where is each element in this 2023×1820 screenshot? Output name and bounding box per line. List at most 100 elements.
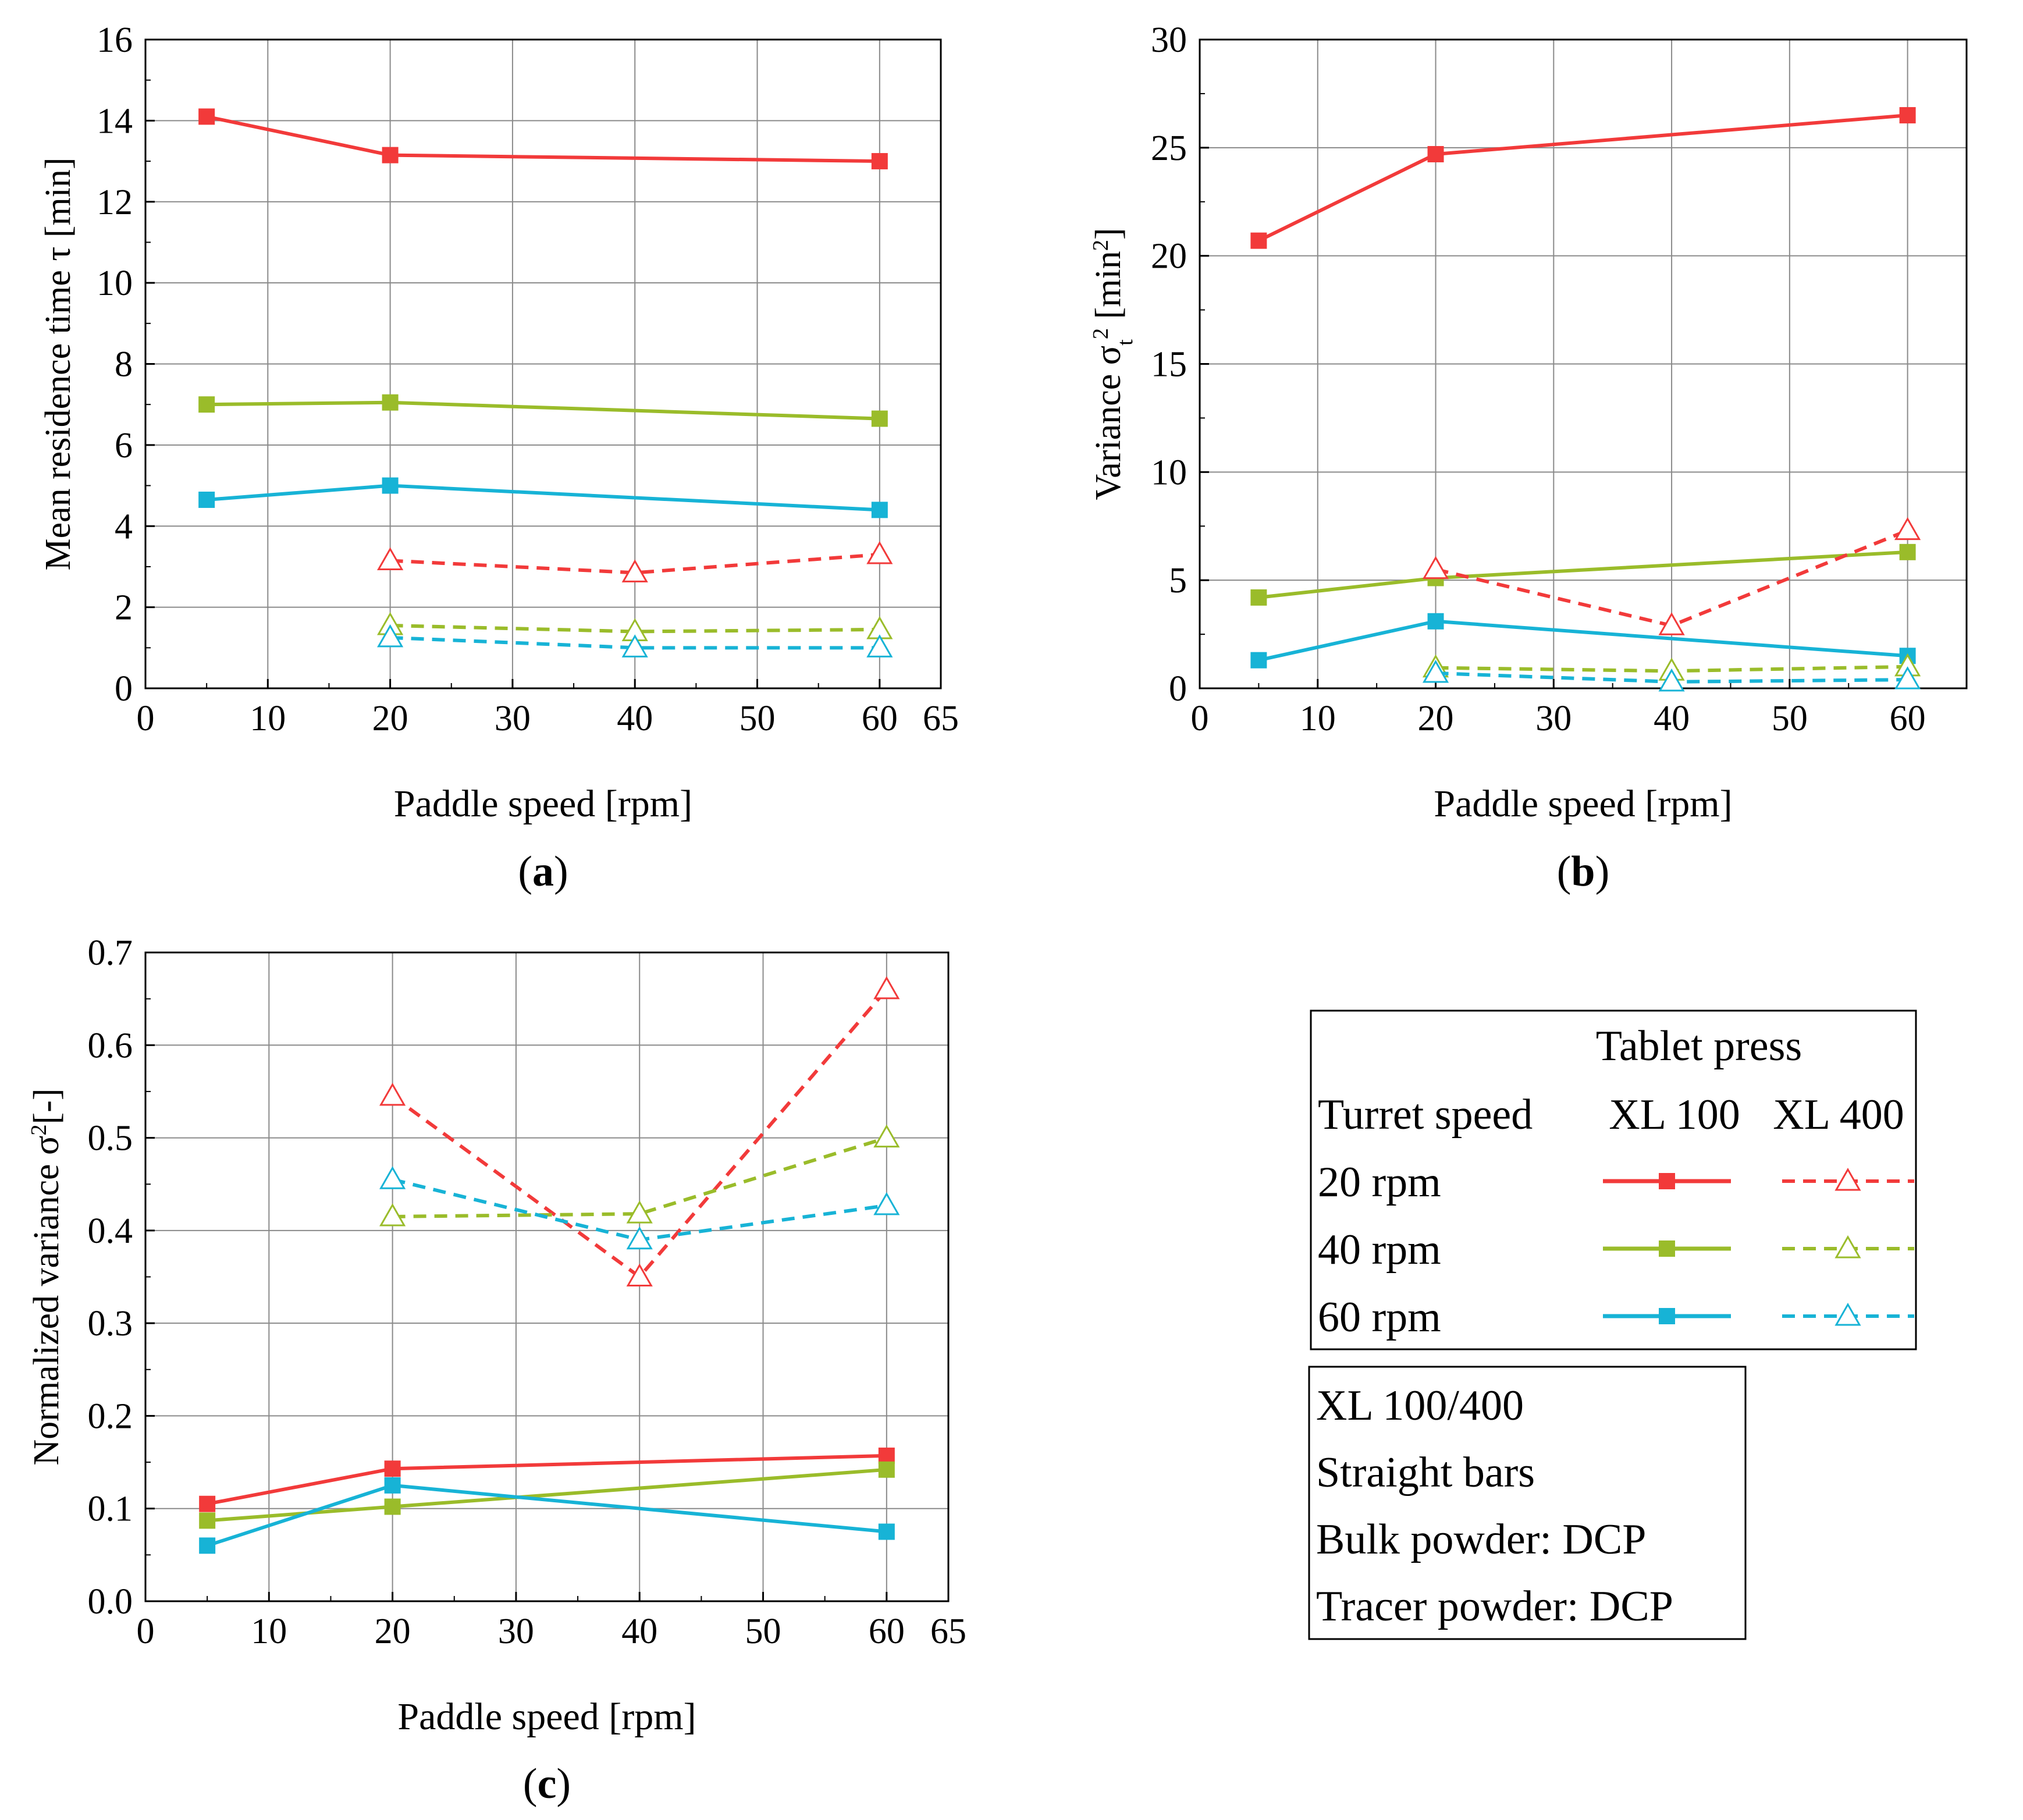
data-point-square [871, 410, 888, 427]
x-tick-label: 50 [1772, 699, 1808, 738]
x-tick-label: 20 [372, 699, 408, 738]
series-line [1258, 113, 1908, 243]
data-point-square [384, 1460, 401, 1477]
y-tick-label: 4 [115, 507, 133, 546]
data-point-square [199, 1537, 216, 1554]
data-point-square [1899, 107, 1916, 124]
x-tick-label: 65 [923, 699, 959, 738]
legend-row-symbols [1603, 1167, 1914, 1191]
panel-label: (b) [1557, 848, 1609, 895]
y-tick-label: 8 [115, 345, 133, 385]
y-tick-label: 15 [1151, 345, 1187, 385]
data-point-square [1250, 652, 1267, 669]
series-line [206, 484, 880, 512]
data-point-square [382, 477, 399, 494]
x-tick-label: 0 [1191, 699, 1209, 738]
data-point-triangle [1422, 556, 1449, 580]
data-point-triangle [866, 634, 893, 657]
series-60-rpm-xl-100 [199, 1477, 895, 1554]
data-point-square [1659, 1308, 1675, 1324]
series-line [392, 1136, 887, 1218]
y-tick-label: 0.4 [88, 1211, 133, 1251]
y-axis-label: Normalized variance σ2[-] [27, 1088, 66, 1465]
y-tick-label: 0 [1169, 669, 1187, 709]
panel-label: (a) [518, 848, 568, 895]
y-tick-label: 10 [97, 264, 133, 303]
x-axis-label: Paddle speed [rpm] [394, 783, 692, 825]
series-20-rpm-xl-100 [1250, 107, 1916, 249]
x-tick-label: 0 [137, 699, 155, 738]
info-line: Tracer powder: DCP [1316, 1583, 1673, 1630]
data-point-square [384, 1477, 401, 1494]
legend-row-label: 60 rpm [1318, 1293, 1441, 1341]
legend-header-turret: Turret speed [1318, 1091, 1533, 1139]
data-point-triangle [626, 1226, 653, 1250]
data-point-triangle [1834, 1235, 1861, 1259]
data-point-square [871, 502, 888, 518]
x-axis-label: Paddle speed [rpm] [397, 1695, 696, 1738]
y-tick-label: 25 [1151, 129, 1187, 168]
y-tick-label: 2 [115, 588, 133, 628]
data-point-triangle [1658, 668, 1685, 692]
series-line [1258, 550, 1908, 599]
data-point-square [1250, 589, 1267, 606]
x-tick-label: 30 [495, 699, 531, 738]
data-point-square [871, 153, 888, 170]
data-point-square [198, 491, 215, 508]
x-tick-label: 10 [250, 699, 286, 738]
x-tick-label: 0 [137, 1612, 155, 1651]
chart-panel-a: 0 10 20 30 40 50 60 65 0 2 4 6 8 10 12 14 16 Paddle speed… [38, 20, 959, 895]
y-axis-label: Mean residence time τ [min] [38, 157, 78, 570]
y-tick-label: 0.7 [88, 933, 133, 973]
series-60-rpm-xl-100 [198, 477, 888, 518]
series-40-rpm-xl-100 [198, 394, 888, 427]
series-line [207, 400, 880, 421]
x-tick-label: 40 [1654, 699, 1690, 738]
x-tick-label: 65 [930, 1612, 966, 1651]
data-point-triangle [1834, 1167, 1861, 1191]
legend-row-symbols [1603, 1302, 1914, 1326]
data-point-triangle [873, 1192, 900, 1215]
y-tick-label: 14 [97, 101, 133, 141]
legend-box: Tablet press Turret speed XL 100 XL 400 … [1310, 1009, 1917, 1350]
x-tick-label: 60 [1890, 699, 1926, 738]
data-point-square [1427, 613, 1444, 630]
data-point-triangle [1658, 612, 1685, 635]
x-tick-label: 50 [739, 699, 776, 738]
data-point-triangle [873, 1124, 900, 1148]
y-tick-label: 0.0 [88, 1582, 133, 1622]
y-tick-label: 5 [1169, 561, 1187, 600]
y-axis-label: Variance σt2 [min2] [1089, 228, 1137, 500]
data-point-square [198, 108, 215, 125]
series-60-rpm-xl-100 [1250, 613, 1916, 669]
series-line [390, 553, 880, 575]
series-60-rpm-xl-400 [377, 624, 893, 657]
y-tick-label: 20 [1151, 237, 1187, 276]
y-tick-label: 10 [1151, 453, 1187, 492]
y-tick-label: 16 [97, 20, 133, 60]
data-point-square [382, 147, 399, 163]
info-frame [1308, 1366, 1747, 1640]
data-point-triangle [873, 976, 900, 1000]
data-point-square [199, 1495, 216, 1512]
data-point-square [878, 1523, 895, 1540]
legend-symbols [1603, 1167, 1914, 1326]
data-point-triangle [377, 624, 404, 648]
data-point-square [1427, 145, 1444, 162]
y-tick-label: 0 [115, 669, 133, 709]
data-point-square [199, 1512, 216, 1529]
series-line [1258, 619, 1908, 662]
data-point-triangle [1834, 1302, 1861, 1326]
series-20-rpm-xl-100 [199, 1447, 895, 1512]
series-20-rpm-xl-100 [198, 108, 888, 170]
x-tick-label: 40 [621, 1612, 657, 1651]
data-point-triangle [621, 559, 648, 582]
info-line: XL 100/400 [1316, 1382, 1524, 1430]
x-tick-label: 60 [862, 699, 898, 738]
y-tick-label: 0.6 [88, 1026, 133, 1065]
data-point-triangle [621, 634, 648, 657]
x-tick-label: 10 [1300, 699, 1336, 738]
y-tick-label: 0.1 [88, 1490, 133, 1529]
x-tick-label: 10 [251, 1612, 287, 1651]
